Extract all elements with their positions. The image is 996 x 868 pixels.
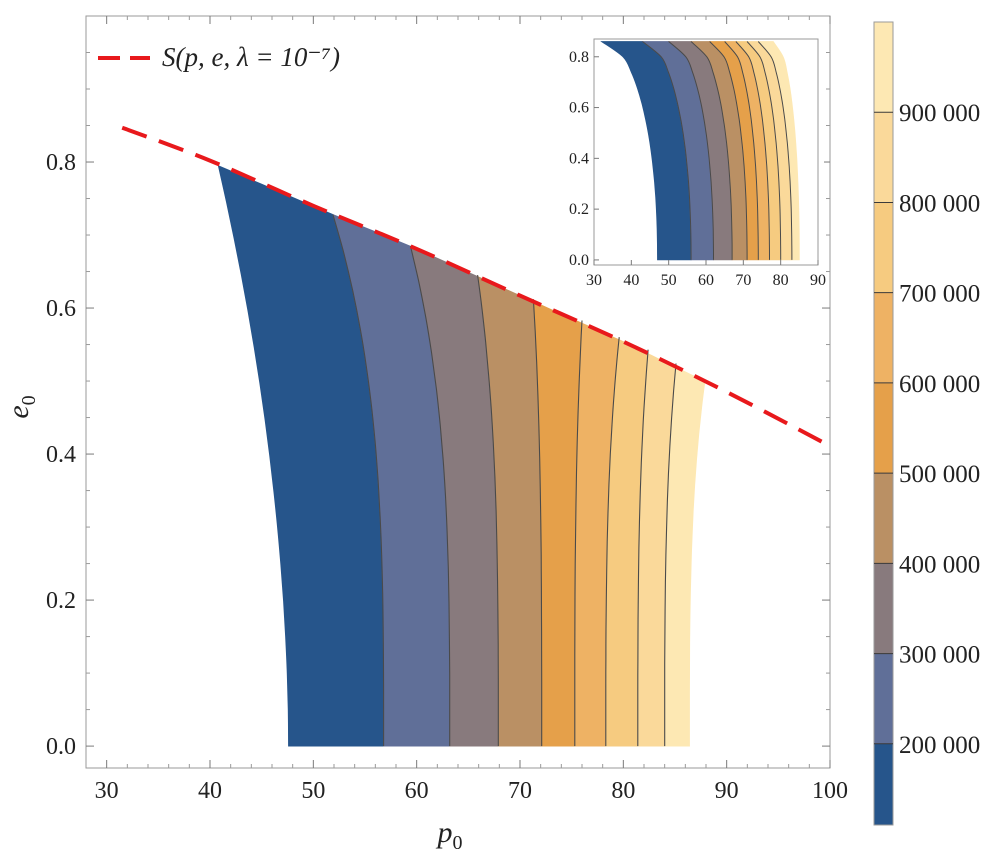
colorbar-frame bbox=[873, 21, 894, 826]
inset-contour-lines bbox=[642, 41, 793, 260]
contour-line bbox=[477, 275, 499, 747]
y-tick-label: 0.4 bbox=[46, 442, 76, 468]
y-tick-label: 0.8 bbox=[46, 150, 76, 176]
inset-contour-line bbox=[757, 41, 793, 260]
colorbar-label: 700 000 bbox=[899, 281, 980, 308]
inset-x-tick-label: 50 bbox=[661, 272, 677, 289]
inset-contour-bands bbox=[600, 41, 800, 261]
contour-bands bbox=[217, 165, 706, 747]
colorbar-label: 300 000 bbox=[899, 642, 980, 669]
colorbar-label: 500 000 bbox=[899, 461, 980, 488]
colorbar: 200 000 300 000 400 000 500 000 600 000 700 0… bbox=[873, 21, 980, 826]
contour-line bbox=[664, 363, 677, 747]
colorbar-cell bbox=[874, 22, 893, 113]
x-tick-label: 50 bbox=[301, 778, 325, 804]
colorbar-cell bbox=[874, 653, 893, 744]
y-tick-label: 0.2 bbox=[46, 588, 76, 614]
colorbar-label: 200 000 bbox=[899, 732, 980, 759]
inset-x-tick-label: 40 bbox=[623, 272, 639, 289]
inset-y-axis: 0.0 0.2 0.4 0.6 0.8 bbox=[569, 49, 599, 269]
inset-contour-line bbox=[690, 41, 733, 260]
colorbar-cell bbox=[874, 743, 893, 825]
colorbar-label: 900 000 bbox=[899, 100, 980, 127]
y-tick-label: 0.6 bbox=[46, 296, 76, 322]
x-axis-label: p0 bbox=[436, 816, 463, 854]
inset-x-tick-label: 70 bbox=[735, 272, 751, 289]
inset-contour-line bbox=[735, 41, 770, 260]
x-tick-label: 70 bbox=[508, 778, 532, 804]
y-axis-label: e0 bbox=[2, 395, 40, 418]
inset-y-tick-label: 0.4 bbox=[569, 150, 589, 167]
x-tick-label: 80 bbox=[611, 778, 635, 804]
inset-contour-line bbox=[668, 41, 714, 260]
colorbar-label: 800 000 bbox=[899, 190, 980, 217]
inset-x-tick-label: 60 bbox=[698, 272, 714, 289]
x-axis: 30 40 50 60 70 80 90 100 bbox=[95, 16, 848, 804]
separatrix-dashed-line bbox=[121, 125, 831, 448]
inset-contour-line bbox=[746, 41, 782, 260]
legend: S(p, e, λ = 10⁻⁷) bbox=[98, 42, 340, 72]
inset-contour-line bbox=[709, 41, 748, 260]
inset-x-axis: 30 40 50 60 70 80 90 bbox=[586, 260, 826, 289]
x-tick-label: 60 bbox=[405, 778, 429, 804]
inset-contour-line bbox=[642, 41, 692, 260]
inset-y-tick-label: 0.2 bbox=[569, 201, 589, 218]
inset-x-tick-label: 30 bbox=[586, 272, 602, 289]
x-tick-label: 90 bbox=[715, 778, 739, 804]
inset-contour-plot: 30 40 50 60 70 80 90 0.0 0.2 0.4 0.6 0.8 bbox=[562, 30, 826, 289]
colorbar-label: 400 000 bbox=[899, 551, 980, 578]
contour-line bbox=[332, 214, 385, 747]
inset-y-tick-label: 0.6 bbox=[569, 100, 589, 117]
x-tick-label: 30 bbox=[95, 778, 119, 804]
colorbar-cell bbox=[874, 563, 893, 654]
contour-lines bbox=[332, 214, 677, 747]
x-tick-label: 100 bbox=[812, 778, 848, 804]
colorbar-ticks: 200 000 300 000 400 000 500 000 600 000 700 0… bbox=[874, 100, 980, 759]
y-axis: 0.0 0.2 0.4 0.6 0.8 bbox=[46, 52, 830, 760]
contour-line bbox=[574, 320, 583, 747]
colorbar-cell bbox=[874, 202, 893, 293]
x-tick-label: 40 bbox=[198, 778, 222, 804]
contour-line bbox=[532, 299, 543, 747]
contour-line bbox=[409, 245, 451, 747]
inset-y-tick-label: 0.0 bbox=[569, 252, 589, 269]
colorbar-cells bbox=[874, 22, 893, 825]
contour-line bbox=[637, 349, 649, 747]
inset-x-tick-label: 90 bbox=[810, 272, 826, 289]
y-tick-label: 0.0 bbox=[46, 734, 76, 760]
colorbar-cell bbox=[874, 473, 893, 564]
colorbar-cell bbox=[874, 292, 893, 383]
colorbar-cell bbox=[874, 382, 893, 474]
colorbar-label: 600 000 bbox=[899, 371, 980, 398]
inset-y-tick-label: 0.8 bbox=[569, 49, 589, 66]
colorbar-cell bbox=[874, 112, 893, 203]
inset-x-tick-label: 80 bbox=[773, 272, 789, 289]
inset-contour-line bbox=[724, 41, 759, 260]
contour-line bbox=[605, 337, 620, 747]
legend-label: S(p, e, λ = 10⁻⁷) bbox=[162, 42, 340, 72]
